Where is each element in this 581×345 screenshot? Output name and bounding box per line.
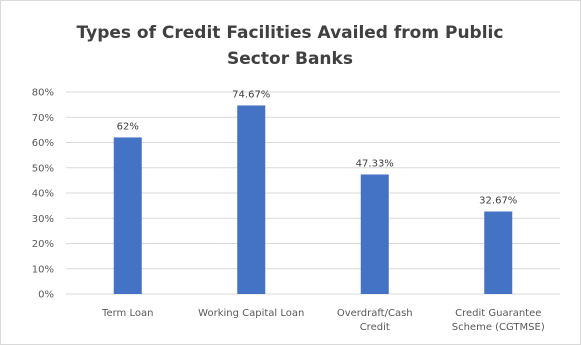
bar [484,211,513,294]
category-label: Credit [360,322,390,333]
y-tick-label: 10% [32,264,54,275]
data-label: 32.67% [479,196,517,207]
y-axis-tick-labels: 0% 10% 20% 30% 40% 50% 60% 70% 80% [32,88,54,301]
chart-title: Types of Credit Facilities Availed from … [60,20,520,72]
bar [113,137,142,294]
category-label: Credit Guarantee [455,308,541,319]
y-tick-label: 20% [32,239,54,250]
data-label: 47.33% [356,158,394,169]
data-labels: 62% 74.67% 47.33% 32.67% [117,89,518,206]
data-label: 74.67% [232,89,270,100]
gridlines [66,91,560,295]
category-label: Overdraft/Cash [337,308,413,319]
category-label: Working Capital Loan [198,308,304,319]
y-tick-label: 0% [38,290,54,301]
chart-title-line-1: Types of Credit Facilities Availed from … [76,23,504,43]
category-labels: Term Loan Working Capital Loan Overdraft/C… [101,308,545,333]
y-tick-label: 40% [32,189,54,200]
category-label: Term Loan [101,308,153,319]
y-tick-label: 60% [32,138,54,149]
y-tick-label: 50% [32,163,54,174]
bars [113,105,513,294]
bar [360,174,389,294]
chart-title-line-2: Sector Banks [227,49,353,69]
y-tick-label: 70% [32,113,54,124]
y-tick-label: 80% [32,88,54,99]
category-label: Scheme (CGTMSE) [452,322,545,333]
bar [237,105,266,294]
y-tick-label: 30% [32,214,54,225]
data-label: 62% [117,121,139,132]
